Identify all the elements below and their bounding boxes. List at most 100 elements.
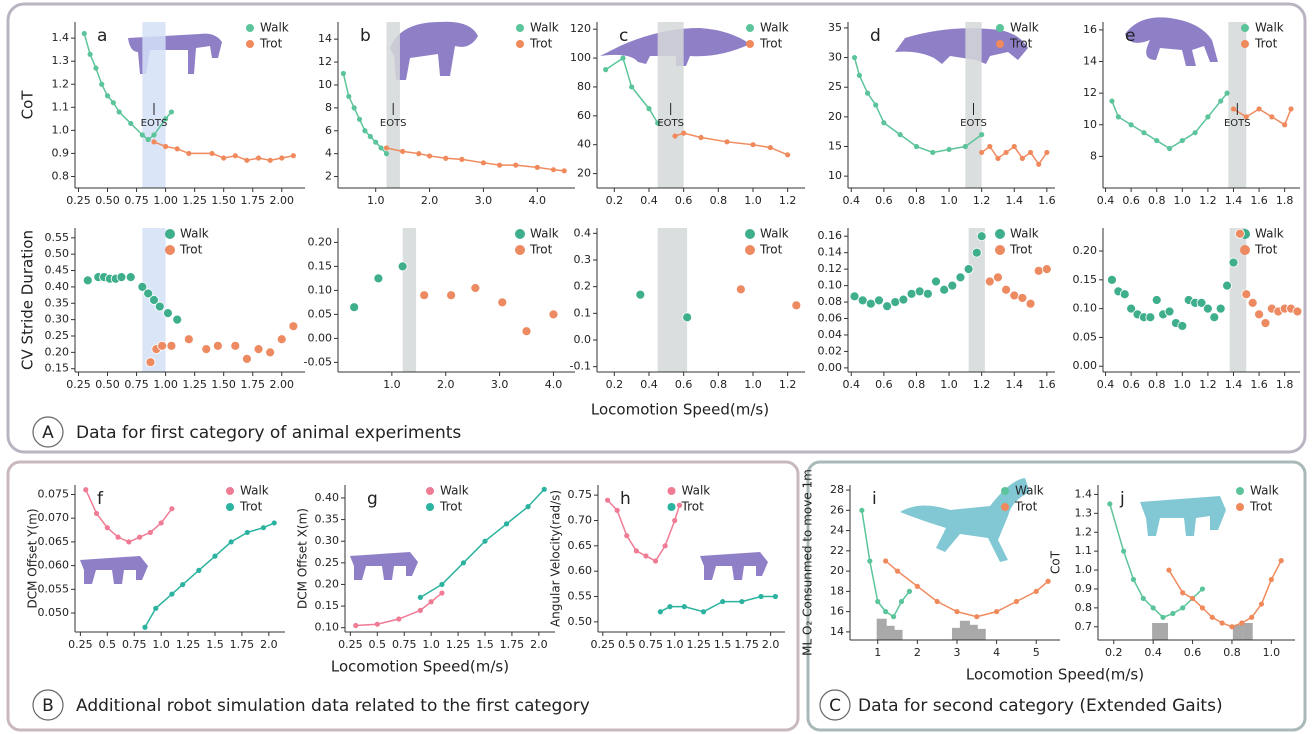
data-point bbox=[1126, 303, 1137, 314]
data-point bbox=[221, 155, 227, 161]
data-point bbox=[662, 543, 668, 549]
data-point bbox=[864, 90, 871, 96]
legend-label: Trot bbox=[239, 500, 263, 514]
y-tick-label: 0.45 bbox=[45, 264, 70, 277]
data-point bbox=[931, 276, 941, 287]
data-point bbox=[646, 106, 652, 112]
data-point bbox=[1268, 576, 1274, 583]
data-point bbox=[169, 506, 175, 512]
x-tick-label: 1.0 bbox=[940, 378, 958, 391]
histogram-bar bbox=[967, 624, 978, 640]
legend-label: Walk bbox=[530, 21, 559, 35]
legend-label: Walk bbox=[260, 21, 289, 35]
x-tick-label: 1.6 bbox=[1250, 378, 1268, 391]
legend-label: Trot bbox=[759, 37, 783, 51]
data-point bbox=[1140, 595, 1146, 602]
data-point bbox=[620, 55, 626, 61]
data-point bbox=[373, 273, 384, 284]
legend-marker bbox=[165, 229, 175, 239]
x-tick-label: 1.0 bbox=[367, 194, 385, 207]
data-point bbox=[209, 150, 215, 157]
data-point bbox=[1041, 264, 1052, 275]
y-tick-label: 14 bbox=[1083, 55, 1097, 68]
data-point bbox=[1180, 605, 1186, 611]
data-point bbox=[883, 558, 889, 564]
data-point bbox=[244, 529, 250, 536]
x-tick-label: 0.8 bbox=[908, 194, 926, 207]
data-point bbox=[397, 261, 408, 272]
y-tick-label: 20 bbox=[830, 564, 844, 577]
y-tick-label: 0.00 bbox=[1073, 359, 1098, 372]
data-point bbox=[288, 321, 299, 332]
x-tick-label: 1.75 bbox=[734, 638, 759, 651]
fit-line bbox=[1109, 503, 1203, 619]
x-tick-label: 1.25 bbox=[182, 378, 207, 391]
data-point bbox=[1166, 567, 1172, 573]
y-tick-label: 1.2 bbox=[52, 77, 70, 90]
y-axis-label: Angular Velocity(rad/s) bbox=[549, 490, 563, 627]
data-point bbox=[265, 347, 276, 358]
x-tick-label: 0.75 bbox=[392, 638, 417, 651]
data-point bbox=[459, 156, 465, 162]
y-axis-label: ML O₂ Consunmed to move 1m bbox=[801, 469, 815, 656]
panel-letter: i bbox=[872, 489, 877, 509]
legend-marker bbox=[995, 245, 1005, 255]
y-tick-label: 100 bbox=[570, 51, 591, 64]
annotation: EOTS bbox=[141, 118, 168, 129]
x-tick-label: 0.8 bbox=[1148, 194, 1166, 207]
data-point bbox=[212, 553, 218, 559]
data-point bbox=[367, 133, 373, 140]
y-tick-label: 0.30 bbox=[45, 313, 70, 326]
y-tick-label: 0.12 bbox=[818, 262, 843, 275]
icon bbox=[700, 552, 768, 580]
data-point bbox=[898, 598, 905, 605]
data-point bbox=[655, 120, 661, 126]
data-point bbox=[550, 167, 557, 173]
y-tick-label: 4 bbox=[325, 147, 332, 160]
data-point bbox=[1036, 161, 1042, 167]
legend-label: Trot bbox=[681, 500, 705, 514]
data-point bbox=[624, 533, 630, 539]
y-tick-label: 1.3 bbox=[52, 54, 70, 67]
data-point bbox=[883, 609, 889, 615]
x-tick-label: 1.25 bbox=[182, 194, 207, 207]
y-tick-label: 0.14 bbox=[818, 246, 843, 259]
data-point bbox=[1247, 297, 1258, 308]
data-point bbox=[1177, 321, 1188, 331]
data-point bbox=[1239, 620, 1245, 626]
fit-line bbox=[885, 560, 1049, 618]
data-point bbox=[939, 284, 950, 295]
data-point bbox=[153, 605, 159, 611]
data-point bbox=[873, 102, 879, 108]
data-point bbox=[1260, 318, 1271, 328]
data-point bbox=[1115, 114, 1121, 120]
data-point bbox=[244, 157, 250, 163]
data-point bbox=[1199, 586, 1206, 592]
data-point bbox=[1151, 295, 1162, 305]
y-tick-label: 0.16 bbox=[818, 229, 843, 242]
data-point bbox=[955, 272, 966, 283]
data-point bbox=[947, 280, 958, 291]
data-point bbox=[1282, 122, 1288, 128]
legend-label: Walk bbox=[1250, 484, 1279, 498]
x-tick-label: 0.25 bbox=[66, 378, 91, 391]
icon bbox=[390, 21, 478, 80]
panel-letter: f bbox=[97, 489, 104, 509]
x-tick-label: 1.50 bbox=[211, 378, 236, 391]
data-point bbox=[1230, 106, 1237, 112]
data-point bbox=[1288, 106, 1294, 112]
x-tick-label: 1.4 bbox=[1006, 378, 1024, 391]
y-tick-label: 0.60 bbox=[568, 564, 593, 577]
data-point bbox=[99, 81, 105, 87]
legend-label: Trot bbox=[259, 37, 283, 51]
data-point bbox=[1001, 284, 1012, 295]
data-point bbox=[183, 334, 194, 345]
data-point bbox=[1189, 595, 1196, 602]
y-tick-label: 6 bbox=[325, 124, 332, 137]
data-point bbox=[681, 130, 687, 136]
data-point bbox=[180, 581, 186, 588]
data-point bbox=[1202, 303, 1213, 314]
legend-label: Walk bbox=[760, 21, 789, 35]
data-point bbox=[629, 84, 635, 90]
data-point bbox=[1154, 137, 1160, 144]
